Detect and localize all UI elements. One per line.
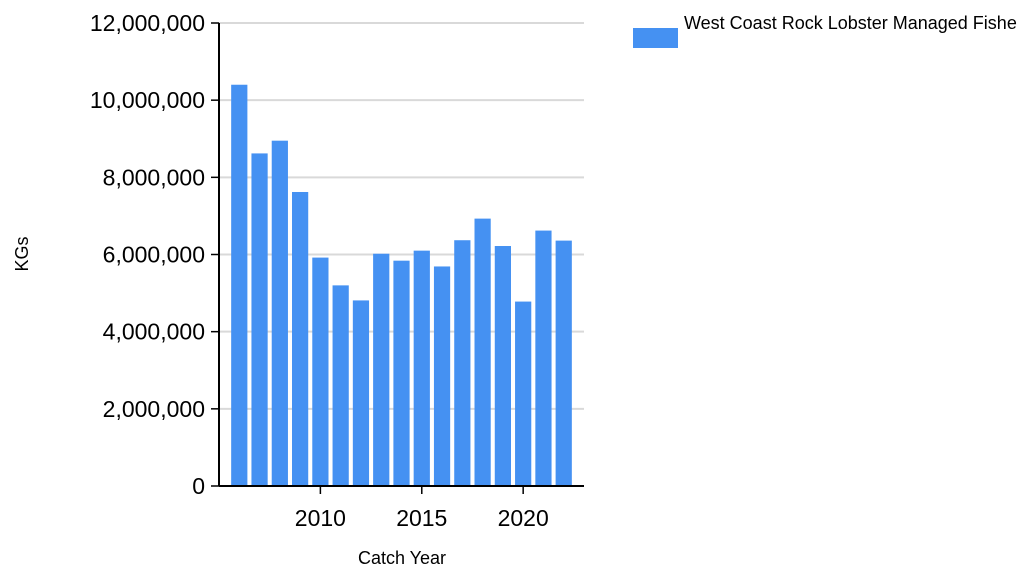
x-tick-label: 2010: [295, 505, 346, 531]
bar: [231, 84, 248, 486]
y-tick-label: 2,000,000: [103, 396, 205, 422]
bar: [352, 300, 370, 486]
bar: [494, 246, 511, 486]
x-axis-label: Catch Year: [358, 548, 446, 568]
y-tick-label: 10,000,000: [90, 87, 205, 113]
y-tick-label: 12,000,000: [90, 10, 205, 36]
y-tick-label: 6,000,000: [103, 242, 205, 268]
bar: [515, 301, 532, 486]
y-tick-label: 4,000,000: [103, 319, 205, 345]
bar: [454, 240, 471, 486]
bar: [312, 257, 329, 486]
bar: [413, 250, 430, 486]
bar: [474, 218, 491, 486]
bar: [393, 260, 410, 486]
bar: [433, 266, 451, 486]
y-tick-label: 0: [192, 473, 205, 499]
bar: [271, 140, 288, 486]
bar: [535, 230, 552, 486]
x-tick-label: 2020: [498, 505, 549, 531]
legend-swatch: [633, 28, 678, 48]
y-axis-ticks: 0 2,000,000 4,000,000 6,000,000 8,000,000 10,…: [90, 10, 219, 499]
x-axis-ticks: 2010 2015 2020: [295, 486, 549, 531]
x-tick-label: 2015: [396, 505, 447, 531]
bar: [251, 153, 268, 486]
bar: [332, 285, 349, 486]
legend: West Coast Rock Lobster Managed Fishery: [633, 12, 1017, 48]
bar: [555, 240, 572, 486]
bar: [373, 253, 390, 486]
y-axis-label: KGs: [12, 236, 32, 271]
legend-label: West Coast Rock Lobster Managed Fishery: [684, 13, 1017, 33]
y-tick-label: 8,000,000: [103, 164, 205, 190]
bar: [292, 191, 309, 486]
bars: [231, 84, 572, 486]
